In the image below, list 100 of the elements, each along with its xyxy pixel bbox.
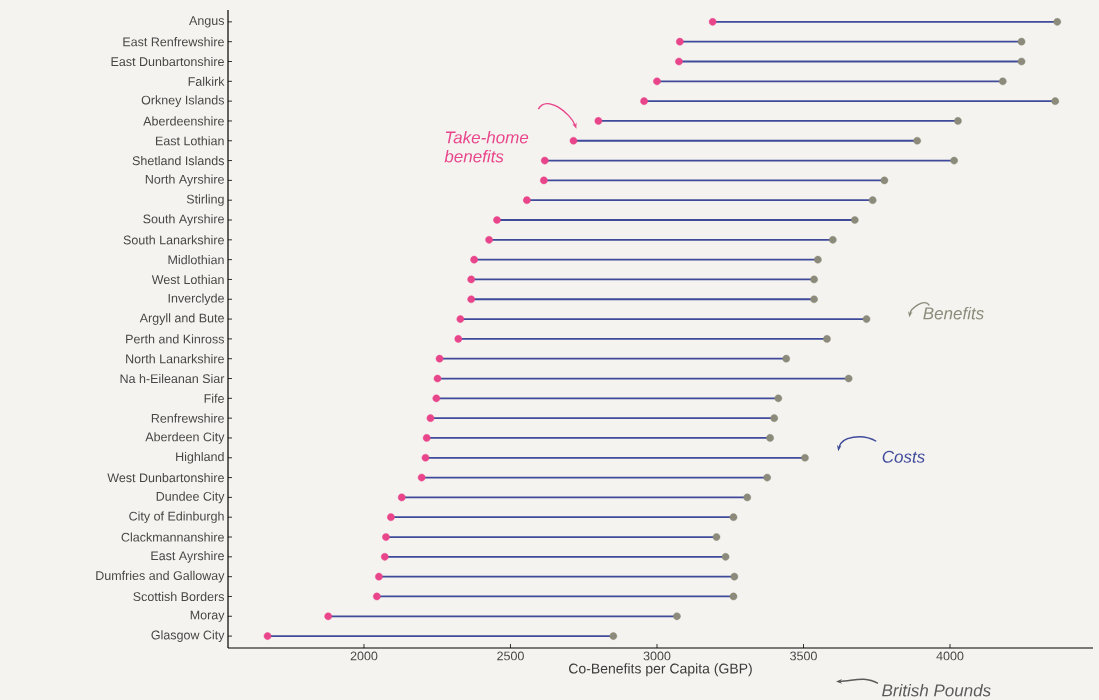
point: [417, 473, 426, 482]
point: [814, 255, 822, 264]
point: [594, 117, 603, 125]
point: [454, 335, 463, 343]
point: [380, 553, 389, 561]
point: [426, 414, 435, 422]
y-tick-label: Glasgow City: [151, 630, 225, 642]
point: [1053, 18, 1062, 26]
point: [673, 612, 681, 621]
point: [770, 414, 778, 422]
point: [540, 156, 549, 165]
y-tick-label: East Ayrshire: [151, 551, 224, 563]
y-tick-label: West Lothian: [151, 274, 224, 285]
y-tick-label: East Dunbartonshire: [111, 56, 224, 67]
point: [810, 295, 818, 304]
y-tick-label: Angus: [189, 16, 225, 28]
point: [435, 354, 444, 363]
point: [729, 513, 738, 522]
y-tick-label: Aberdeenshire: [143, 116, 224, 126]
point: [782, 354, 791, 363]
y-tick-label: Clackmannanshire: [121, 532, 224, 542]
point: [743, 493, 752, 502]
point: [801, 453, 809, 462]
point: [456, 315, 465, 323]
point: [1017, 57, 1026, 66]
x-tick-label: 3000: [643, 651, 671, 661]
y-tick-label: Stirling: [186, 194, 224, 207]
point: [844, 374, 853, 383]
point: [810, 275, 818, 284]
point: [387, 513, 395, 522]
point: [729, 592, 738, 601]
y-tick-label: Scottish Borders: [133, 591, 225, 602]
point: [422, 434, 431, 442]
y-tick-label: Dumfries and Galloway: [96, 570, 225, 583]
y-tick-label: North Ayrshire: [145, 174, 224, 187]
y-tick-label: Na h-Eileanan Siar: [120, 373, 225, 384]
y-tick-label: South Lanarkshire: [123, 235, 224, 245]
point: [862, 315, 871, 323]
y-tick-label: Dundee City: [156, 491, 225, 504]
point: [569, 136, 578, 145]
x-tick-label: 2500: [497, 651, 524, 661]
point: [432, 394, 441, 403]
y-tick-label: Argyll and Bute: [139, 313, 224, 325]
y-tick-label: Inverclyde: [168, 293, 224, 306]
text: British Pounds: [882, 683, 991, 697]
point: [676, 37, 684, 46]
point: [485, 236, 493, 244]
point: [730, 572, 739, 581]
point: [708, 18, 717, 26]
point: [766, 434, 774, 442]
point: [470, 255, 478, 264]
point: [712, 533, 721, 541]
y-tick-label: Midlothian: [168, 255, 224, 265]
point: [829, 236, 837, 244]
y-tick-label: East Lothian: [156, 136, 224, 146]
point: [375, 572, 383, 581]
point: [823, 335, 831, 343]
point: [263, 632, 272, 640]
point: [1051, 97, 1060, 105]
point: [467, 275, 476, 284]
y-tick-label: Shetland Islands: [132, 155, 224, 166]
y-tick-label: Perth and Kinross: [126, 334, 224, 344]
point: [467, 295, 476, 304]
y-tick-label: Fife: [204, 393, 224, 403]
x-tick-label: 3500: [790, 651, 817, 661]
text: Costs: [882, 450, 925, 463]
point: [880, 176, 889, 185]
point: [850, 216, 859, 224]
y-tick-label: Moray: [190, 610, 225, 622]
y-tick-label: Renfrewshire: [151, 413, 224, 423]
y-tick-label: North Lanarkshire: [126, 354, 224, 364]
point: [1017, 37, 1026, 46]
point: [763, 473, 771, 482]
point: [523, 196, 531, 204]
y-tick-label: Falkirk: [188, 76, 225, 86]
point: [868, 196, 877, 204]
point: [493, 216, 501, 224]
point: [653, 77, 661, 86]
point: [721, 553, 730, 561]
x-tick-label: 4000: [936, 651, 964, 661]
x-axis-title: Co-Benefits per Capita (GBP): [569, 663, 752, 677]
y-tick-label: South Ayrshire: [143, 214, 224, 226]
point: [397, 493, 406, 502]
point: [913, 136, 921, 145]
point: [954, 117, 962, 125]
point: [609, 632, 618, 640]
y-tick-label: Orkney Islands: [141, 95, 225, 107]
y-tick-label: Highland: [176, 451, 224, 464]
point: [950, 156, 958, 165]
point: [421, 453, 430, 462]
y-tick-label: Aberdeen City: [145, 432, 225, 444]
series-label: Take-home benefits: [444, 130, 529, 163]
point: [373, 592, 381, 601]
point: [382, 533, 390, 541]
y-tick-label: West Dunbartonshire: [107, 472, 224, 483]
point: [324, 612, 333, 621]
y-tick-label: East Renfrewshire: [123, 37, 224, 47]
point: [540, 176, 548, 185]
point: [998, 77, 1007, 86]
point: [774, 394, 783, 403]
